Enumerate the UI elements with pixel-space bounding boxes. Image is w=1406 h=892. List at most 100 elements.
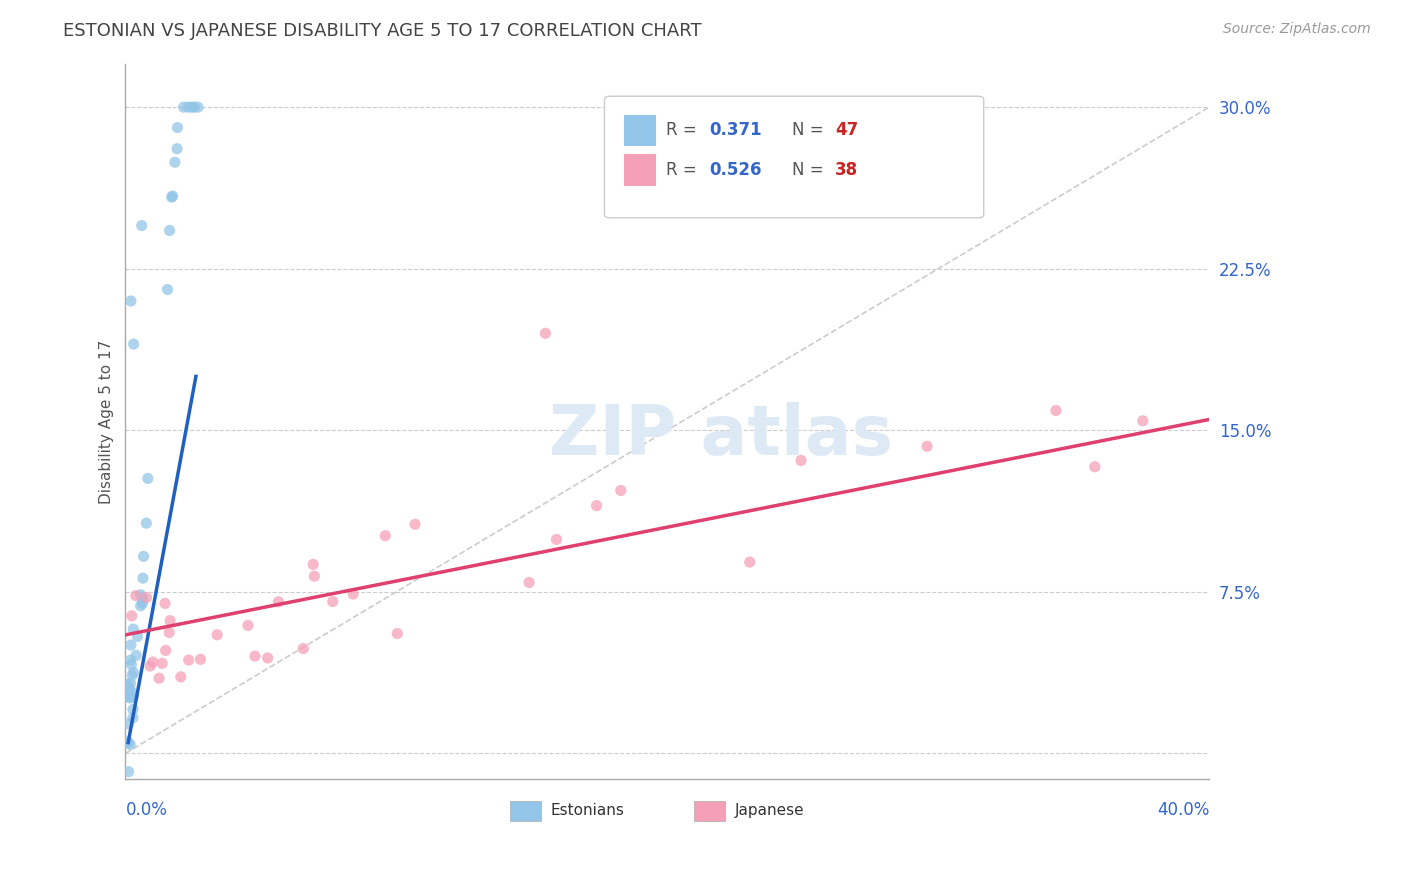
Point [156, 283, 179, 297]
Point [292, 641, 315, 656]
Text: Estonians: Estonians [550, 803, 624, 818]
Point [159, 223, 181, 237]
Point [135, 591, 157, 605]
Point [1132, 414, 1154, 428]
FancyBboxPatch shape [695, 801, 724, 821]
Point [122, 337, 145, 351]
Point [121, 668, 143, 682]
Point [177, 100, 200, 114]
Text: N =: N = [792, 120, 828, 139]
Point [148, 671, 170, 685]
Point [120, 738, 142, 752]
Text: Japanese: Japanese [734, 803, 804, 818]
Point [162, 189, 184, 203]
Point [1045, 403, 1067, 417]
Text: R =: R = [666, 120, 702, 139]
Point [166, 120, 188, 135]
Point [166, 142, 188, 156]
Point [121, 685, 143, 699]
Point [177, 653, 200, 667]
Point [125, 648, 148, 663]
Point [117, 677, 139, 691]
Point [157, 625, 180, 640]
Point [139, 659, 162, 673]
Point [117, 735, 139, 749]
Point [267, 595, 290, 609]
Point [120, 676, 142, 690]
Text: 0.0%: 0.0% [125, 801, 167, 819]
Point [546, 533, 568, 547]
Point [180, 100, 202, 114]
Point [120, 691, 142, 706]
Point [132, 549, 155, 564]
Text: N =: N = [792, 161, 828, 179]
Point [122, 690, 145, 704]
Point [118, 681, 141, 696]
Point [120, 293, 142, 308]
Point [236, 618, 259, 632]
Point [122, 702, 145, 716]
Text: Source: ZipAtlas.com: Source: ZipAtlas.com [1223, 22, 1371, 37]
Point [585, 499, 607, 513]
Point [122, 665, 145, 680]
Point [374, 529, 396, 543]
Point [129, 588, 152, 602]
Point [121, 608, 143, 623]
Point [404, 517, 426, 532]
Point [610, 483, 633, 498]
Point [120, 638, 142, 652]
Text: 0.526: 0.526 [710, 161, 762, 179]
Y-axis label: Disability Age 5 to 17: Disability Age 5 to 17 [100, 340, 114, 504]
Point [342, 587, 364, 601]
Point [160, 190, 183, 204]
Point [122, 622, 145, 636]
Point [790, 453, 813, 467]
Point [117, 736, 139, 750]
Point [205, 628, 228, 642]
Text: 40.0%: 40.0% [1157, 801, 1209, 819]
Point [117, 764, 139, 779]
Text: R =: R = [666, 161, 702, 179]
Point [1084, 459, 1107, 474]
Text: ESTONIAN VS JAPANESE DISABILITY AGE 5 TO 17 CORRELATION CHART: ESTONIAN VS JAPANESE DISABILITY AGE 5 TO… [63, 22, 702, 40]
Point [173, 100, 195, 114]
Text: 38: 38 [835, 161, 859, 179]
Point [387, 626, 409, 640]
FancyBboxPatch shape [510, 801, 540, 821]
Point [131, 219, 153, 233]
Point [120, 653, 142, 667]
Point [170, 670, 193, 684]
Point [159, 614, 181, 628]
Point [131, 596, 153, 610]
Point [153, 596, 176, 610]
Point [142, 655, 165, 669]
Point [155, 643, 177, 657]
Point [190, 652, 212, 666]
Point [132, 571, 155, 585]
Point [131, 591, 153, 606]
Point [256, 651, 278, 665]
Point [122, 711, 145, 725]
Point [302, 558, 325, 572]
Text: 0.371: 0.371 [710, 120, 762, 139]
Point [915, 439, 938, 453]
Point [135, 516, 157, 531]
FancyBboxPatch shape [605, 96, 984, 218]
Point [127, 630, 149, 644]
Point [120, 657, 142, 672]
Point [187, 100, 209, 114]
Point [517, 575, 540, 590]
Point [150, 657, 173, 671]
Point [163, 155, 186, 169]
Point [243, 649, 266, 664]
Point [118, 687, 141, 701]
FancyBboxPatch shape [624, 115, 657, 146]
Point [129, 599, 152, 613]
FancyBboxPatch shape [624, 154, 657, 186]
Point [117, 717, 139, 731]
Point [183, 100, 205, 114]
Point [118, 690, 141, 704]
Point [115, 679, 138, 693]
Text: 47: 47 [835, 120, 859, 139]
Point [304, 569, 326, 583]
